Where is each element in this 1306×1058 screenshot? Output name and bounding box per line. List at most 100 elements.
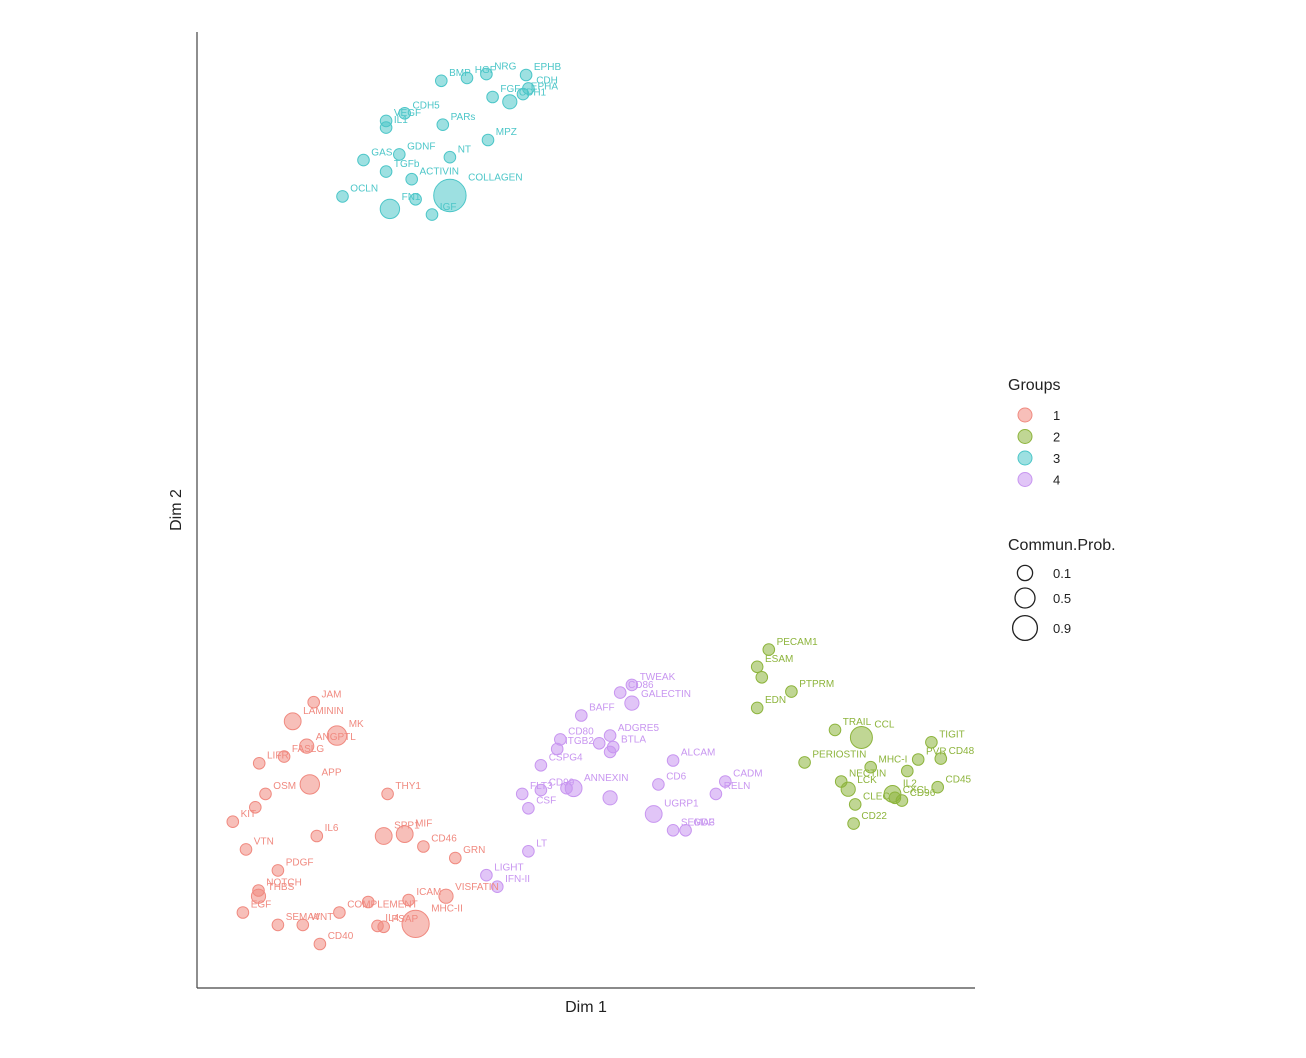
point-label: PVR: [926, 747, 947, 758]
data-point: [249, 801, 262, 814]
data-point: [425, 208, 439, 221]
point-label: BAFF: [589, 703, 615, 714]
data-point: [534, 783, 548, 797]
point-label: EPHB: [534, 62, 562, 73]
point-label: CADM: [733, 769, 762, 780]
data-point: [798, 756, 811, 769]
data-point: [481, 133, 495, 147]
point-label: ICAM: [416, 887, 441, 898]
data-point: [652, 778, 665, 791]
point-label: CDH5: [413, 101, 441, 112]
data-point: [515, 787, 529, 801]
point-label: ESAM: [765, 654, 793, 665]
data-point: [624, 695, 640, 711]
point-label: SEMA4: [286, 912, 320, 923]
data-point: [785, 685, 798, 698]
point-label: LIFR: [267, 751, 289, 762]
point-label: ANGPTL: [316, 732, 356, 743]
data-point: [271, 864, 285, 877]
point-label: GAS: [371, 147, 392, 158]
point-label: IL6: [325, 823, 339, 834]
data-point: [895, 794, 909, 807]
point-label: MHC-II: [431, 903, 463, 914]
data-point: [522, 845, 535, 858]
legend-group-key: [1017, 429, 1033, 444]
point-label: CDH1: [519, 88, 547, 99]
point-label: FN1: [402, 192, 421, 203]
data-point: [925, 736, 938, 749]
data-point: [666, 824, 680, 837]
point-label: GDNF: [407, 142, 435, 153]
point-label: CD96: [910, 788, 936, 799]
point-label: FASLG: [292, 744, 324, 755]
data-point: [236, 906, 250, 919]
data-point: [480, 868, 493, 882]
data-point: [592, 737, 606, 750]
data-point: [679, 824, 692, 837]
axes: [196, 32, 975, 989]
data-point: [750, 701, 764, 715]
point-label: VTN: [254, 837, 274, 848]
point-label: LT: [536, 839, 547, 850]
point-label: CD48: [949, 746, 975, 757]
data-point: [755, 671, 769, 684]
legend-group-label: 4: [1053, 473, 1060, 488]
data-point: [519, 68, 533, 82]
legend-size-label: 0.9: [1053, 621, 1071, 636]
point-label: CD6: [666, 772, 686, 783]
point-label: CDH: [536, 76, 558, 87]
point-label: CLEC: [863, 792, 890, 803]
data-point: [417, 840, 430, 853]
point-label: GALECTIN: [641, 689, 691, 700]
point-label: PDGF: [286, 858, 314, 869]
data-point: [934, 752, 948, 765]
data-point: [398, 107, 412, 120]
data-point: [534, 759, 548, 772]
data-point: [226, 815, 240, 829]
legend-size-key: [1011, 614, 1039, 642]
data-point: [433, 178, 467, 213]
legend-group-key: [1017, 450, 1033, 466]
point-label: CD46: [431, 834, 457, 845]
point-label: GRN: [463, 845, 485, 856]
data-point: [296, 918, 310, 932]
data-point: [333, 906, 346, 919]
point-label: MPZ: [496, 127, 517, 138]
data-point: [393, 148, 406, 161]
point-label: PERIOSTIN: [812, 750, 866, 761]
point-label: TWEAK: [640, 672, 676, 683]
data-point: [371, 919, 384, 933]
point-label: JAM: [322, 689, 342, 700]
data-point: [575, 709, 588, 722]
point-label: CD86: [628, 680, 654, 691]
data-point: [379, 121, 393, 134]
point-label: SEMA3: [681, 818, 715, 829]
data-point: [361, 895, 375, 909]
point-label: TGFb: [394, 159, 420, 170]
point-label: NT: [458, 144, 471, 155]
point-label: NRG: [494, 61, 516, 72]
data-point: [486, 90, 499, 104]
point-label: IGF: [440, 202, 457, 213]
point-label: CD22: [861, 811, 887, 822]
data-point: [491, 880, 504, 894]
point-label: RELN: [724, 781, 751, 792]
point-label: ADGRE5: [618, 723, 660, 734]
point-label: CD45: [946, 774, 972, 785]
legend-group-label: 3: [1053, 451, 1060, 466]
data-point: [460, 71, 474, 85]
data-point: [602, 790, 618, 806]
data-point: [307, 695, 321, 709]
legend-size-title: Commun.Prob.: [1008, 537, 1116, 554]
point-label: CD80: [568, 727, 594, 738]
data-point: [283, 712, 302, 731]
data-point: [901, 764, 914, 778]
point-label: TRAIL: [843, 717, 872, 728]
data-point: [516, 87, 530, 101]
point-label: PSAP: [392, 914, 419, 925]
x-axis-title: Dim 1: [565, 999, 607, 1016]
data-point: [402, 893, 415, 907]
data-point: [405, 172, 419, 186]
legend-size-key: [1016, 564, 1034, 582]
